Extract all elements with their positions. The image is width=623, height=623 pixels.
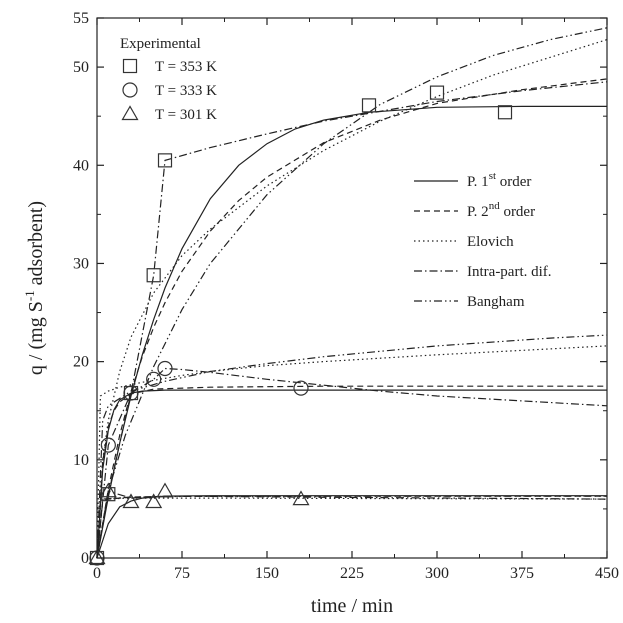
fit-curve-bangham-353k — [96, 27, 608, 559]
data-point-triangle — [99, 482, 117, 498]
axis-ticks: 0 75 150 225 300 375 450 0 10 20 30 40 50 55 — [73, 10, 619, 582]
data-point-square — [497, 105, 513, 120]
x-tick-label: 225 — [340, 565, 364, 582]
data-point-triangle — [292, 490, 310, 506]
data-point-circle — [100, 437, 116, 453]
fit-curve-p-2nd-order-353k — [96, 78, 608, 559]
legend-marker-triangle — [121, 105, 139, 121]
fit-curve-p-1st-order-353k — [96, 105, 607, 559]
x-axis-label: time / min — [311, 595, 393, 617]
legend-model-label: Elovich — [467, 234, 514, 250]
fitted-curves — [96, 27, 608, 559]
legend: Experimental T = 353 K T = 333 K T = 301 K P… — [120, 36, 552, 310]
data-point-triangle — [88, 549, 106, 565]
x-tick-label: 75 — [174, 565, 190, 582]
x-tick-label: 375 — [510, 565, 534, 582]
data-point-circle — [157, 360, 173, 377]
legend-model-label: Bangham — [467, 294, 525, 310]
legend-model-label: P. 2nd order — [467, 200, 535, 220]
data-point-square — [429, 85, 445, 100]
y-tick-label: 55 — [73, 10, 89, 27]
legend-model-label: P. 1st order — [467, 170, 531, 190]
y-tick-label: 10 — [73, 452, 89, 469]
fit-curve-bangham-333k — [96, 334, 608, 559]
data-point-circle — [293, 380, 309, 396]
y-axis-label-rest: adsorbent) — [25, 201, 47, 290]
y-tick-label: 0 — [81, 550, 89, 567]
y-axis-label: q / (mg S-1 adsorbent) — [22, 201, 47, 375]
fit-curve-bangham-301k — [96, 495, 607, 559]
fit-curve-elovich-333k — [96, 345, 608, 559]
y-axis-label-main: q / (mg S — [25, 301, 47, 375]
y-axis-label-sup: -1 — [22, 290, 37, 301]
y-tick-label: 20 — [73, 354, 89, 371]
fit-curve-p-2nd-order-333k — [96, 385, 607, 559]
legend-series-label: T = 353 K — [155, 59, 217, 75]
y-tick-label: 50 — [73, 59, 89, 76]
legend-marker-square — [122, 58, 138, 74]
fit-curve-intra-part-dif--353k — [96, 81, 608, 559]
data-point-circle — [146, 371, 162, 387]
fit-curve-p-1st-order-333k — [96, 389, 607, 559]
x-tick-label: 450 — [595, 565, 619, 582]
legend-marker-circle — [122, 82, 138, 98]
x-tick-label: 0 — [93, 565, 101, 582]
fit-curve-intra-part-dif--301k — [96, 490, 608, 559]
legend-series-label: T = 301 K — [155, 107, 217, 123]
data-point-square — [157, 153, 173, 168]
fit-curve-p-2nd-order-301k — [96, 495, 607, 559]
x-tick-label: 300 — [425, 565, 449, 582]
data-point-square — [146, 268, 161, 283]
legend-experimental-title: Experimental — [120, 36, 201, 52]
data-point-circle — [123, 385, 139, 401]
fit-curve-elovich-301k — [96, 497, 608, 559]
fit-curve-intra-part-dif--333k — [96, 367, 608, 559]
y-tick-label: 30 — [73, 255, 89, 272]
data-point-triangle — [156, 482, 174, 498]
x-tick-label: 150 — [255, 565, 279, 582]
data-point-square — [361, 98, 377, 113]
legend-series-label: T = 333 K — [155, 83, 217, 99]
y-tick-label: 40 — [73, 157, 89, 174]
fit-curve-p-1st-order-301k — [96, 495, 607, 559]
data-point-triangle — [145, 493, 163, 509]
experimental-markers — [88, 85, 513, 566]
data-point-triangle — [122, 493, 140, 509]
legend-model-label: Intra-part. dif. — [467, 264, 552, 280]
